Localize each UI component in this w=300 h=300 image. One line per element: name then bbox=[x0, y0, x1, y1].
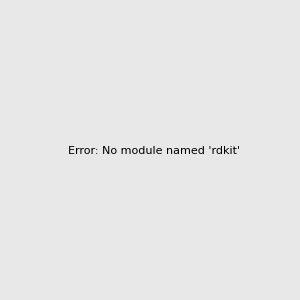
Text: Error: No module named 'rdkit': Error: No module named 'rdkit' bbox=[68, 146, 240, 157]
